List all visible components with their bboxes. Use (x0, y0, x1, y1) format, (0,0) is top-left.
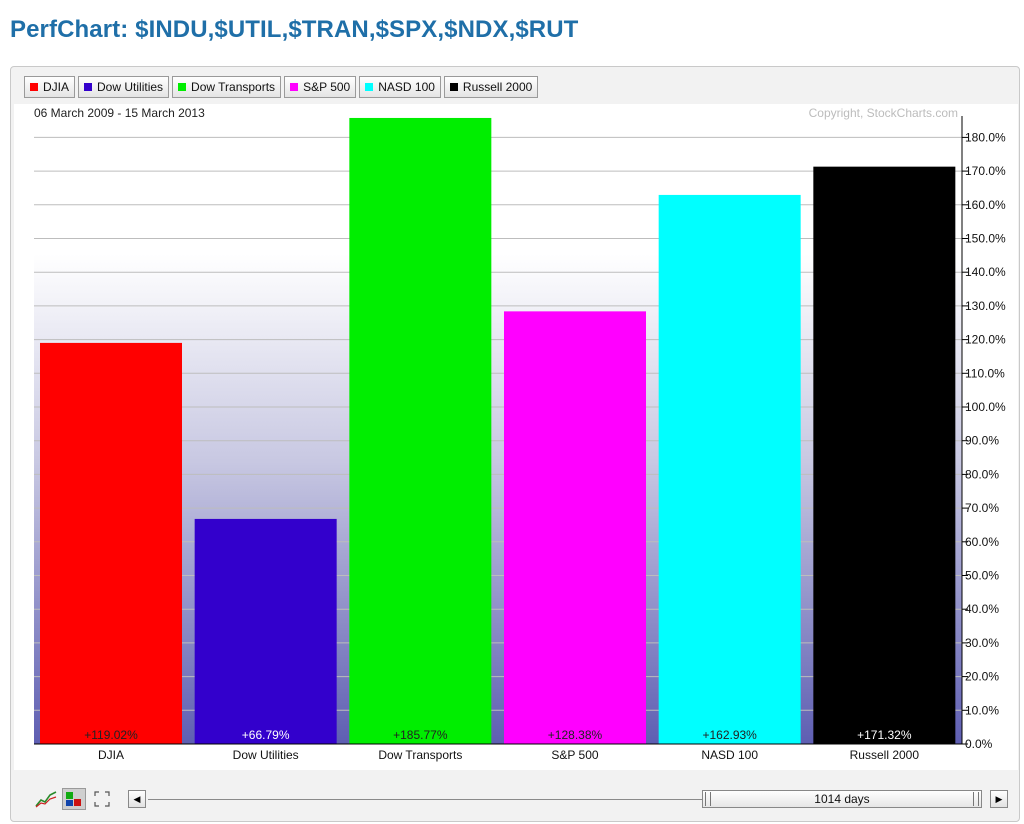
bar-value-label: +128.38% (548, 728, 603, 742)
y-tick-label: 50.0% (965, 569, 999, 583)
y-tick-label: 110.0% (965, 366, 1005, 380)
bar[interactable] (658, 194, 801, 744)
plot-background (34, 116, 962, 744)
bar-value-label: +162.93% (702, 728, 757, 742)
bar-value-label: +171.32% (857, 728, 912, 742)
line-chart-icon (35, 791, 57, 808)
perf-chart: +119.02% +66.79% +185.77% +128.38% +162.93% +… (34, 106, 1006, 762)
legend-swatch (178, 83, 187, 91)
date-range: 06 March 2009 - 15 March 2013 (34, 106, 205, 120)
chart-area: +119.02% +66.79% +185.77% +128.38% +162.93% +… (14, 104, 1018, 770)
legend-label: Dow Utilities (97, 80, 164, 94)
y-tick-label: 10.0% (965, 703, 999, 717)
legend-label: S&P 500 (303, 80, 351, 94)
bar-chart-icon (66, 792, 81, 806)
legend-swatch (449, 83, 458, 91)
bar-chart-button[interactable] (62, 788, 86, 810)
chart-controls: ◀ 1014 days ▶ (14, 780, 1018, 820)
legend-label: Russell 2000 (462, 80, 533, 94)
legend-label: NASD 100 (378, 80, 435, 94)
legend-item[interactable]: Dow Utilities (78, 76, 170, 98)
bars: +119.02% +66.79% +185.77% +128.38% +162.93% +… (40, 117, 956, 745)
bar[interactable] (504, 311, 646, 744)
scroll-track[interactable] (148, 799, 704, 800)
right-grip-handle[interactable] (973, 792, 979, 806)
x-tick-label: S&P 500 (551, 748, 598, 762)
period-slider-thumb[interactable]: 1014 days (702, 790, 982, 808)
y-tick-label: 0.0% (965, 737, 993, 751)
legend: DJIA Dow Utilities Dow Transports S&P 500 NA… (24, 76, 539, 98)
y-tick-label: 160.0% (965, 198, 1006, 212)
y-tick-label: 80.0% (965, 467, 999, 481)
legend-swatch (84, 83, 93, 91)
y-tick-label: 150.0% (965, 232, 1006, 246)
y-tick-label: 60.0% (965, 535, 999, 549)
bar[interactable] (40, 342, 182, 744)
x-tick-label: Dow Utilities (233, 748, 299, 762)
bar-value-label: +119.02% (84, 728, 138, 742)
fullscreen-icon (94, 791, 110, 807)
y-tick-label: 70.0% (965, 501, 999, 515)
legend-item[interactable]: S&P 500 (284, 76, 357, 98)
scroll-left-button[interactable]: ◀ (128, 790, 146, 808)
x-tick-label: NASD 100 (701, 748, 758, 762)
y-tick-label: 120.0% (965, 333, 1006, 347)
bar[interactable] (813, 166, 956, 744)
y-tick-label: 100.0% (965, 400, 1006, 414)
legend-item[interactable]: DJIA (24, 76, 76, 98)
y-tick-label: 20.0% (965, 670, 999, 684)
legend-label: Dow Transports (191, 80, 276, 94)
legend-item[interactable]: Russell 2000 (443, 76, 539, 98)
y-tick-label: 180.0% (965, 130, 1006, 144)
grid-lines (34, 136, 962, 711)
legend-swatch (290, 83, 299, 91)
fullscreen-button[interactable] (90, 788, 114, 810)
line-chart-button[interactable] (34, 788, 58, 810)
legend-swatch (30, 83, 38, 91)
y-tick-label: 90.0% (965, 434, 999, 448)
x-tick-label: Dow Transports (378, 748, 462, 762)
y-axis: 0.0% 10.0% 20.0% 30.0% 40.0% 50.0% 60.0% 70.0% 8… (34, 116, 1006, 751)
copyright: Copyright, StockCharts.com (809, 106, 958, 120)
y-tick-label: 30.0% (965, 636, 999, 650)
legend-swatch (365, 83, 374, 91)
y-tick-label: 140.0% (965, 265, 1006, 279)
legend-item[interactable]: Dow Transports (172, 76, 282, 98)
y-tick-label: 40.0% (965, 602, 999, 616)
period-label: 1014 days (814, 792, 870, 806)
legend-label: DJIA (43, 80, 70, 94)
bar[interactable] (349, 117, 492, 745)
legend-item[interactable]: NASD 100 (359, 76, 441, 98)
x-tick-label: DJIA (98, 748, 124, 762)
y-tick-label: 130.0% (965, 299, 1006, 313)
y-tick-label: 170.0% (965, 164, 1006, 178)
scroll-right-button[interactable]: ▶ (990, 790, 1008, 808)
bar[interactable] (194, 518, 337, 744)
bar-value-label: +66.79% (242, 728, 290, 742)
x-axis-labels: DJIA Dow Utilities Dow Transports S&P 500 NA… (98, 748, 919, 762)
left-grip-handle[interactable] (705, 792, 711, 806)
x-tick-label: Russell 2000 (850, 748, 920, 762)
bar-value-label: +185.77% (393, 728, 448, 742)
page-title: PerfChart: $INDU,$UTIL,$TRAN,$SPX,$NDX,$… (10, 16, 579, 43)
